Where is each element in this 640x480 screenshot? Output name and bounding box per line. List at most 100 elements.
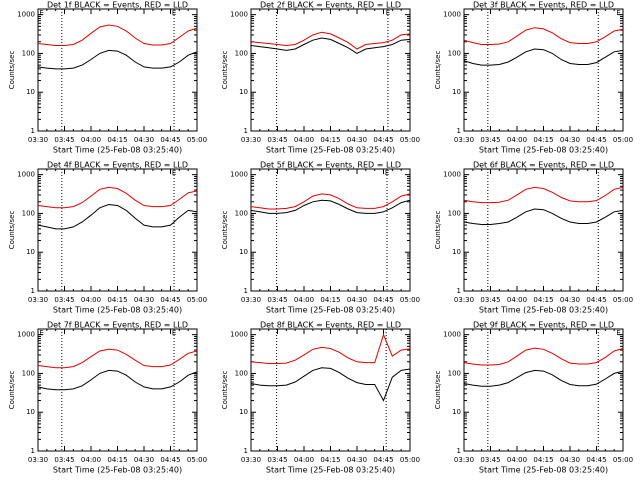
x-tick-label: 03:30 <box>241 296 261 304</box>
data-line <box>250 31 411 50</box>
x-tick-label: 04:00 <box>81 296 101 304</box>
x-tick-label: 04:45 <box>586 296 606 304</box>
chart-title: Det 6f BLACK = Events, RED = LLD <box>473 161 614 170</box>
plot-frame <box>250 168 411 292</box>
x-tick-label: 04:45 <box>373 136 393 144</box>
y-tick-label: 1000 <box>443 331 461 339</box>
y-tick-label: 10 <box>452 248 461 256</box>
y-tick-label: 1 <box>457 287 461 295</box>
y-axis-label: Counts/sec <box>8 51 16 90</box>
panel: Det 3f BLACK = Events, RED = LLD Counts/s… <box>434 1 633 155</box>
x-tick-label: 04:15 <box>533 296 553 304</box>
y-tick-label: 1 <box>244 447 248 455</box>
x-tick-label: 04:00 <box>294 136 314 144</box>
x-tick-label: 04:15 <box>533 456 553 464</box>
y-tick-label: 10 <box>239 248 248 256</box>
x-tick-label: 04:00 <box>294 296 314 304</box>
x-tick-label: 03:30 <box>28 296 48 304</box>
panel: Det 4f BLACK = Events, RED = LLD Counts/s… <box>8 161 207 315</box>
x-tick-label: 04:30 <box>560 456 580 464</box>
x-tick-label: 03:45 <box>480 456 500 464</box>
y-tick-label: 10 <box>26 408 35 416</box>
x-tick-label: 05:00 <box>187 136 207 144</box>
x-tick-label: 03:30 <box>454 296 474 304</box>
y-tick-label: 10 <box>239 408 248 416</box>
data-line <box>37 24 198 46</box>
x-tick-label: 04:15 <box>107 296 127 304</box>
x-axis-label: Start Time (25-Feb-08 03:25:40) <box>53 146 182 155</box>
x-tick-label: 03:30 <box>28 456 48 464</box>
flag: E <box>172 169 176 177</box>
y-axis-label: Counts/sec <box>434 371 442 410</box>
data-line <box>463 186 624 204</box>
x-tick-label: 04:15 <box>320 296 340 304</box>
y-tick-label: 1000 <box>443 11 461 19</box>
y-tick-label: 100 <box>235 49 248 57</box>
x-axis-label: Start Time (25-Feb-08 03:25:40) <box>479 146 608 155</box>
x-tick-label: 04:45 <box>160 296 180 304</box>
x-tick-label: 03:45 <box>54 296 74 304</box>
x-tick-label: 04:15 <box>320 136 340 144</box>
y-axis-label: Counts/sec <box>434 51 442 90</box>
flag: E <box>39 329 43 337</box>
x-tick-label: 03:45 <box>267 136 287 144</box>
x-tick-label: 04:30 <box>560 136 580 144</box>
y-tick-label: 1000 <box>443 171 461 179</box>
x-tick-label: 04:00 <box>507 296 527 304</box>
x-tick-label: 05:00 <box>187 296 207 304</box>
x-tick-label: 04:45 <box>373 296 393 304</box>
x-tick-label: 04:45 <box>586 456 606 464</box>
x-tick-label: 03:45 <box>267 296 287 304</box>
y-tick-label: 100 <box>22 369 35 377</box>
x-tick-label: 03:45 <box>54 136 74 144</box>
chart-title: Det 2f BLACK = Events, RED = LLD <box>260 1 401 10</box>
y-tick-label: 1000 <box>17 331 35 339</box>
x-tick-label: 05:00 <box>400 136 420 144</box>
flag: E <box>172 9 176 17</box>
y-tick-label: 10 <box>452 88 461 96</box>
x-tick-label: 04:30 <box>347 456 367 464</box>
x-axis-label: Start Time (25-Feb-08 03:25:40) <box>266 306 395 315</box>
x-tick-label: 05:00 <box>400 296 420 304</box>
y-axis-label: Counts/sec <box>8 371 16 410</box>
data-line <box>37 203 198 230</box>
y-axis-label: Counts/sec <box>221 51 229 90</box>
x-tick-label: 03:30 <box>28 136 48 144</box>
data-line <box>250 193 411 210</box>
data-line <box>37 186 198 209</box>
flag: E <box>616 329 620 337</box>
x-axis-label: Start Time (25-Feb-08 03:25:40) <box>53 466 182 475</box>
x-tick-label: 05:00 <box>613 296 633 304</box>
chart-title: Det 4f BLACK = Events, RED = LLD <box>47 161 188 170</box>
x-axis-label: Start Time (25-Feb-08 03:25:40) <box>479 306 608 315</box>
data-line <box>250 37 411 54</box>
y-tick-label: 1 <box>31 127 35 135</box>
y-tick-label: 1000 <box>230 11 248 19</box>
x-tick-label: 05:00 <box>613 456 633 464</box>
data-line <box>37 369 198 391</box>
y-axis-label: Counts/sec <box>221 371 229 410</box>
x-tick-label: 03:30 <box>454 456 474 464</box>
y-tick-label: 1000 <box>230 171 248 179</box>
y-tick-label: 10 <box>452 408 461 416</box>
x-tick-label: 04:00 <box>81 136 101 144</box>
x-tick-label: 04:30 <box>560 296 580 304</box>
data-line <box>463 48 624 66</box>
panel: Det 2f BLACK = Events, RED = LLD Counts/s… <box>221 1 420 155</box>
chart-title: Det 1f BLACK = Events, RED = LLD <box>47 1 188 10</box>
chart-title: Det 3f BLACK = Events, RED = LLD <box>473 1 614 10</box>
x-tick-label: 04:30 <box>134 456 154 464</box>
chart-title: Det 7f BLACK = Events, RED = LLD <box>47 321 188 330</box>
data-line <box>250 367 411 402</box>
flag: E <box>386 9 390 17</box>
x-tick-label: 04:15 <box>320 456 340 464</box>
data-line <box>250 333 411 364</box>
y-tick-label: 100 <box>448 369 461 377</box>
x-tick-label: 04:00 <box>294 456 314 464</box>
data-line <box>463 208 624 225</box>
plot-frame <box>250 8 411 132</box>
x-axis-label: Start Time (25-Feb-08 03:25:40) <box>479 466 608 475</box>
data-line <box>463 347 624 366</box>
x-axis-label: Start Time (25-Feb-08 03:25:40) <box>266 146 395 155</box>
y-tick-label: 1 <box>31 447 35 455</box>
